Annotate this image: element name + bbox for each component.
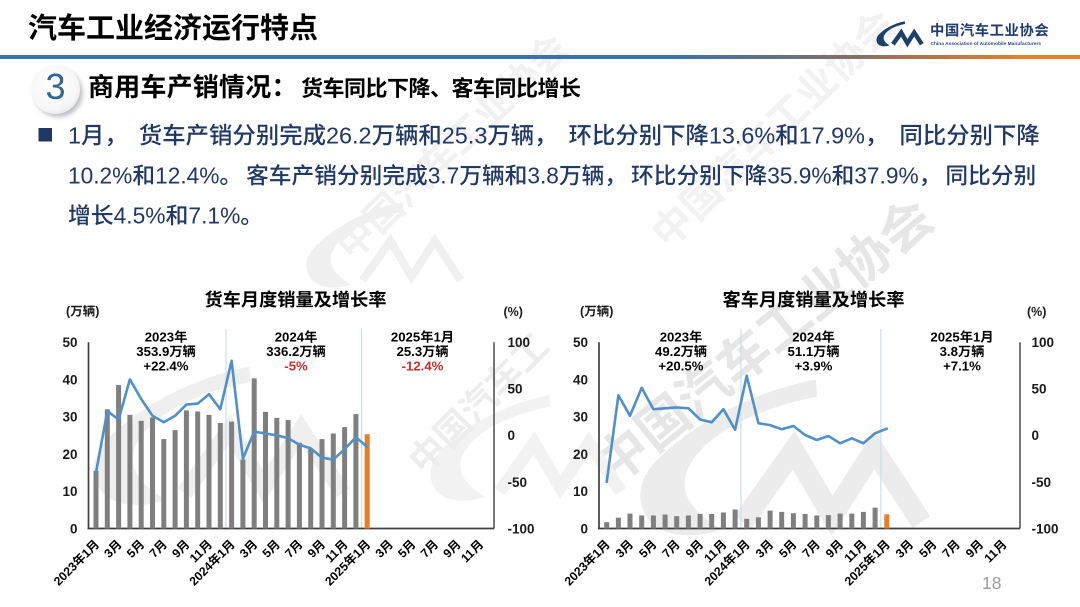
svg-text:50: 50 (1032, 382, 1047, 397)
svg-text:4.5%: 4.5% (114, 203, 166, 229)
svg-text:100: 100 (508, 335, 531, 350)
svg-text:30: 30 (63, 410, 78, 425)
svg-text:): ) (609, 305, 613, 319)
svg-text:-100: -100 (508, 521, 535, 536)
svg-text:37.9%: 37.9% (854, 163, 918, 189)
svg-text:+3.9%: +3.9% (795, 359, 833, 374)
svg-text:353.9: 353.9 (136, 344, 169, 359)
svg-text:49.2: 49.2 (655, 344, 681, 359)
svg-text:40: 40 (63, 372, 78, 387)
svg-text:0: 0 (70, 521, 78, 536)
svg-text:10: 10 (63, 484, 78, 499)
svg-text:-50: -50 (1032, 475, 1052, 490)
svg-text:2025: 2025 (391, 330, 420, 345)
svg-text:3.8: 3.8 (527, 163, 559, 189)
svg-text:+7.1%: +7.1% (943, 359, 981, 374)
svg-text:18: 18 (982, 573, 1001, 593)
svg-text:10.2%: 10.2% (68, 163, 132, 189)
svg-text:100: 100 (1032, 335, 1055, 350)
svg-text:0: 0 (581, 521, 589, 536)
svg-text:-50: -50 (508, 475, 528, 490)
svg-text:2023: 2023 (660, 330, 689, 345)
svg-text:50: 50 (508, 382, 523, 397)
svg-text:17.9%: 17.9% (799, 123, 865, 149)
svg-text:1: 1 (68, 123, 81, 149)
svg-text:336.2: 336.2 (266, 344, 299, 359)
svg-text:50: 50 (63, 335, 78, 350)
svg-text:50: 50 (573, 335, 588, 350)
svg-text:2023: 2023 (145, 330, 174, 345)
svg-text:1: 1 (434, 330, 441, 345)
svg-text:1: 1 (973, 330, 980, 345)
svg-text:2025: 2025 (930, 330, 959, 345)
svg-text:35.9%: 35.9% (767, 163, 831, 189)
svg-text:(: ( (66, 305, 71, 319)
svg-text:3.7: 3.7 (428, 163, 460, 189)
svg-text:10: 10 (573, 484, 588, 499)
svg-text:51.1: 51.1 (788, 344, 814, 359)
svg-text:0: 0 (508, 428, 516, 443)
svg-text:3.8: 3.8 (940, 344, 958, 359)
svg-text:26.2: 26.2 (326, 123, 372, 149)
svg-text:20: 20 (63, 447, 78, 462)
svg-text:7.1%: 7.1% (188, 203, 240, 229)
svg-text:25.3: 25.3 (442, 123, 488, 149)
svg-text:20: 20 (573, 447, 588, 462)
svg-text:0: 0 (1032, 428, 1040, 443)
svg-text:2024: 2024 (275, 330, 305, 345)
svg-text:(: ( (580, 305, 585, 319)
svg-text:-100: -100 (1032, 521, 1059, 536)
svg-text:+22.4%: +22.4% (143, 359, 188, 374)
svg-text:(%): (%) (504, 305, 523, 319)
svg-text:+20.5%: +20.5% (658, 359, 703, 374)
svg-text:12.4%: 12.4% (155, 163, 219, 189)
svg-text:13.6%: 13.6% (709, 123, 775, 149)
svg-text:30: 30 (573, 410, 588, 425)
svg-text:(%): (%) (1027, 305, 1046, 319)
svg-text:2024: 2024 (792, 330, 822, 345)
svg-text:-5%: -5% (284, 359, 308, 374)
svg-text:-12.4%: -12.4% (402, 359, 444, 374)
svg-text:40: 40 (573, 372, 588, 387)
svg-text:China Association of Automobil: China Association of Automobile Manufact… (931, 41, 1042, 47)
svg-text:): ) (95, 305, 99, 319)
svg-text:25.3: 25.3 (397, 344, 423, 359)
svg-text:3: 3 (46, 66, 66, 107)
